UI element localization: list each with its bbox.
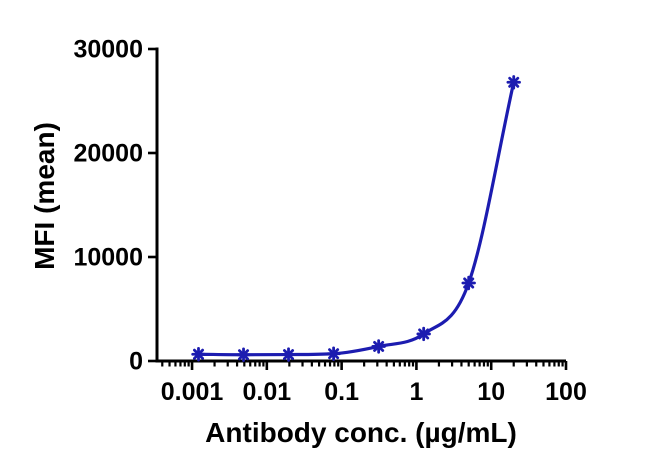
y-tick-label: 10000 — [73, 244, 143, 272]
x-tick-label: 0.1 — [324, 378, 359, 406]
x-axis-title: Antibody conc. (µg/mL) — [205, 417, 517, 448]
data-point-marker — [461, 275, 476, 291]
fit-curve — [196, 80, 516, 357]
asterisk-marker-stroke — [238, 349, 250, 361]
data-point-marker — [281, 347, 296, 362]
asterisk-marker-stroke — [373, 340, 385, 352]
asterisk-marker-stroke — [328, 348, 340, 360]
asterisk-marker-stroke — [418, 328, 430, 340]
data-point-marker — [326, 346, 341, 361]
x-tick-label: 10 — [477, 378, 505, 406]
y-tick-label: 20000 — [73, 140, 143, 168]
data-point-marker — [371, 339, 386, 354]
x-tick-label: 0.01 — [242, 378, 291, 406]
y-tick-label: 30000 — [73, 36, 143, 64]
y-axis-title: MFI (mean) — [29, 122, 60, 270]
data-point-marker — [191, 347, 206, 362]
x-tick-label: 100 — [545, 378, 587, 406]
asterisk-marker-stroke — [283, 349, 295, 361]
asterisk-marker-stroke — [463, 277, 475, 289]
data-point-marker — [236, 347, 251, 362]
asterisk-marker-stroke — [508, 76, 520, 88]
x-tick-label: 0.001 — [161, 378, 224, 406]
data-point-marker — [416, 326, 431, 342]
asterisk-marker-stroke — [192, 348, 205, 360]
x-tick-label: 1 — [409, 378, 423, 406]
y-tick-label: 0 — [129, 348, 143, 376]
data-point-marker — [506, 75, 521, 90]
